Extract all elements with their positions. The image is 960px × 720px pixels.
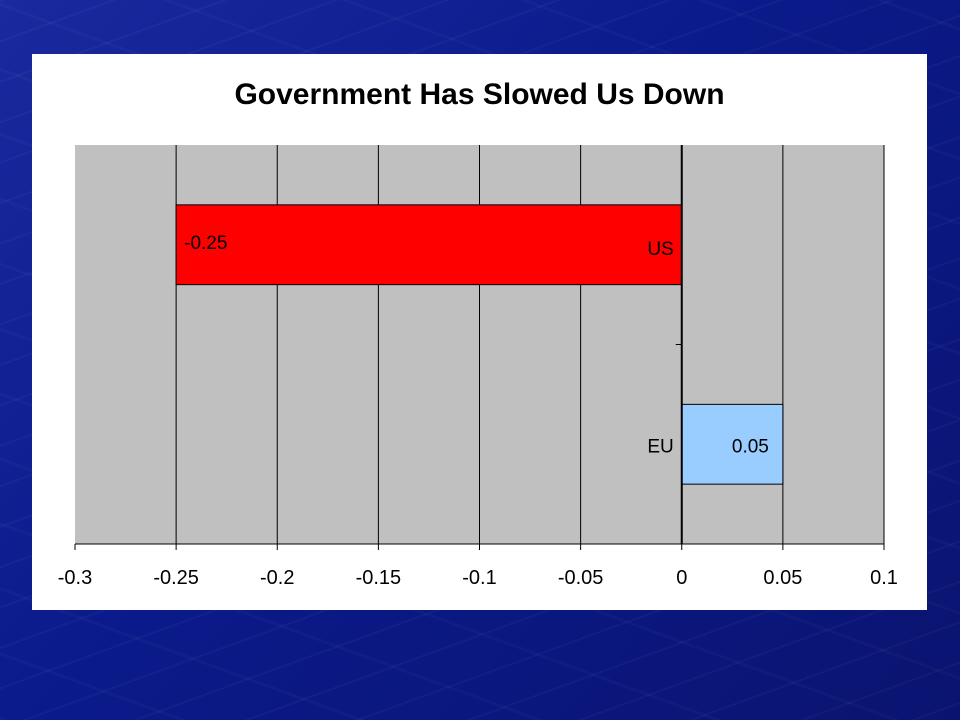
x-tick-label: 0.05	[763, 567, 802, 589]
x-tick-label: -0.1	[462, 567, 496, 589]
x-tick-label: 0	[676, 567, 687, 589]
x-tick-label: 0.1	[870, 567, 898, 589]
x-tick-label: -0.2	[260, 567, 294, 589]
x-tick-label: -0.05	[558, 567, 604, 589]
x-tick-label: -0.25	[153, 567, 199, 589]
data-label: 0.05	[732, 436, 769, 457]
chart-title: Government Has Slowed Us Down	[234, 78, 725, 111]
category-label: US	[647, 239, 673, 260]
x-tick-label: -0.15	[356, 567, 402, 589]
x-tick-label: -0.3	[58, 567, 92, 589]
bar-us	[175, 204, 683, 286]
category-label: EU	[647, 436, 673, 457]
data-label: -0.25	[184, 233, 227, 254]
